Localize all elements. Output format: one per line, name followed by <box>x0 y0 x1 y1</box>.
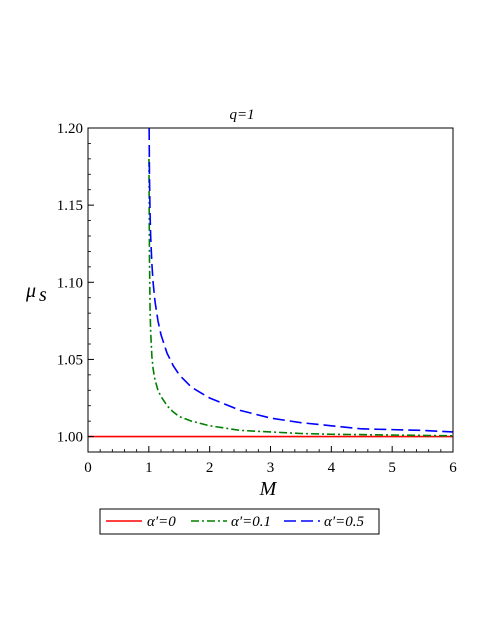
series-alpha-0-1-line <box>148 158 454 437</box>
legend-box <box>99 508 380 535</box>
legend: α′=0 α′=0.1 α′=0.5 <box>99 508 380 535</box>
x-tick-label: 0 <box>84 460 92 476</box>
legend-label-alpha-0: α′=0 <box>147 514 176 530</box>
y-tick-label: 1.10 <box>57 275 83 291</box>
y-axis-title-main: μ <box>25 280 36 302</box>
x-tick-label: 5 <box>388 460 396 476</box>
x-tick-label: 4 <box>328 460 336 476</box>
x-axis-title: M <box>259 478 278 500</box>
x-tick-label: 1 <box>145 460 153 476</box>
x-tick-label: 6 <box>449 460 457 476</box>
plot-frame <box>87 127 454 453</box>
series-alpha-0-5-line <box>148 127 454 433</box>
x-tick-label: 3 <box>267 460 275 476</box>
y-axis-title-subscript: s <box>39 284 47 306</box>
y-tick-label: 1.05 <box>57 352 83 368</box>
chart-title: q=1 <box>229 107 254 123</box>
legend-label-alpha-0-1: α′=0.1 <box>231 514 271 530</box>
y-tick-label: 1.20 <box>57 121 83 137</box>
y-tick-label: 1.00 <box>57 430 83 446</box>
x-tick-label: 2 <box>206 460 214 476</box>
legend-label-alpha-0-5: α′=0.5 <box>324 514 365 530</box>
y-tick-label: 1.15 <box>57 198 83 214</box>
y-axis-title: μ s <box>25 280 47 306</box>
